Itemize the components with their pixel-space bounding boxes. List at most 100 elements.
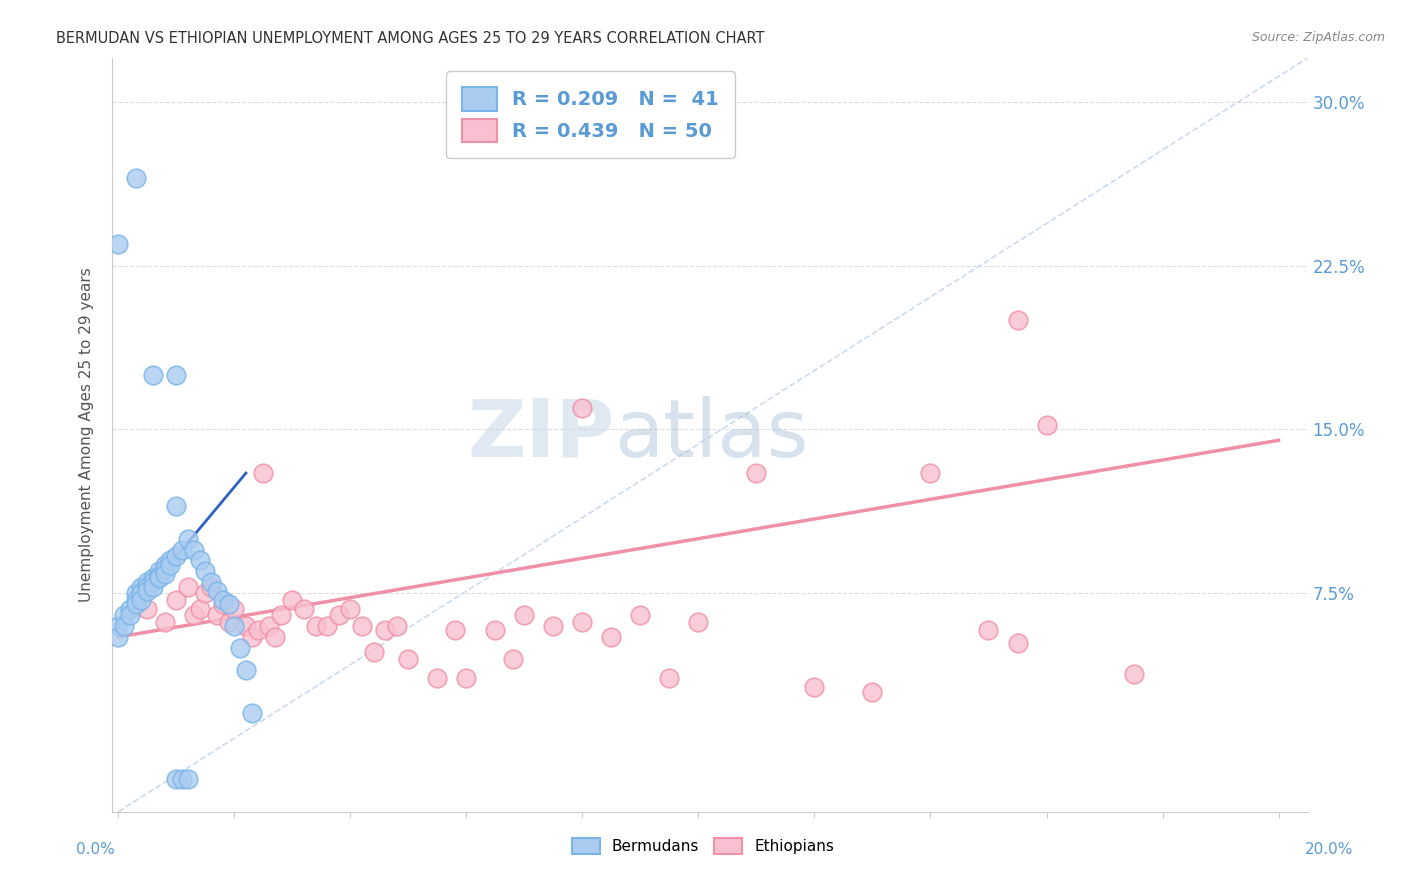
Point <box>194 565 217 579</box>
Point <box>159 558 181 572</box>
Point <box>200 580 222 594</box>
Point <box>240 630 263 644</box>
Point <box>426 672 449 686</box>
Point <box>148 565 170 579</box>
Point <box>600 630 623 644</box>
Point <box>153 615 176 629</box>
Point <box>1122 667 1144 681</box>
Point <box>131 580 153 594</box>
Point <box>165 592 187 607</box>
Point <box>628 608 651 623</box>
Text: 20.0%: 20.0% <box>1305 842 1353 856</box>
Point <box>363 645 385 659</box>
Point <box>200 575 222 590</box>
Legend: R = 0.209   N =  41, R = 0.439   N = 50: R = 0.209 N = 41, R = 0.439 N = 50 <box>446 71 735 158</box>
Point <box>224 619 246 633</box>
Point <box>136 580 159 594</box>
Point <box>745 466 768 480</box>
Point <box>571 615 593 629</box>
Point <box>148 568 170 582</box>
Point <box>125 586 148 600</box>
Point <box>142 580 165 594</box>
Point <box>257 619 280 633</box>
Point <box>165 549 187 563</box>
Point <box>218 615 240 629</box>
Point <box>125 171 148 186</box>
Point <box>131 586 153 600</box>
Point <box>172 772 194 786</box>
Point <box>153 558 176 572</box>
Point <box>443 624 465 638</box>
Point <box>211 592 233 607</box>
Point <box>803 680 825 694</box>
Point <box>205 584 228 599</box>
Point <box>125 592 148 607</box>
Point <box>235 663 257 677</box>
Point <box>142 368 165 382</box>
Point <box>502 652 524 666</box>
Point <box>281 592 304 607</box>
Point <box>396 652 419 666</box>
Point <box>153 566 176 581</box>
Y-axis label: Unemployment Among Ages 25 to 29 years: Unemployment Among Ages 25 to 29 years <box>79 268 94 602</box>
Point <box>339 601 361 615</box>
Point <box>218 597 240 611</box>
Point <box>385 619 408 633</box>
Point <box>211 597 233 611</box>
Point <box>229 640 252 655</box>
Point <box>177 580 200 594</box>
Point <box>125 597 148 611</box>
Legend: Bermudans, Ethiopians: Bermudans, Ethiopians <box>564 830 842 862</box>
Text: 0.0%: 0.0% <box>76 842 115 856</box>
Point <box>165 772 187 786</box>
Point <box>107 630 129 644</box>
Point <box>235 619 257 633</box>
Point <box>112 608 135 623</box>
Point <box>188 553 211 567</box>
Point <box>148 571 170 585</box>
Point <box>1007 636 1029 650</box>
Point <box>224 601 246 615</box>
Point <box>350 619 373 633</box>
Point <box>571 401 593 415</box>
Point <box>159 553 181 567</box>
Point <box>658 672 681 686</box>
Point <box>136 601 159 615</box>
Point <box>107 236 129 251</box>
Point <box>328 608 350 623</box>
Point <box>252 466 274 480</box>
Point <box>292 601 315 615</box>
Point <box>484 624 506 638</box>
Point <box>513 608 536 623</box>
Point <box>920 466 942 480</box>
Point <box>183 608 205 623</box>
Point <box>316 619 339 633</box>
Point <box>543 619 565 633</box>
Point <box>118 608 141 623</box>
Point <box>374 624 396 638</box>
Text: Source: ZipAtlas.com: Source: ZipAtlas.com <box>1251 31 1385 45</box>
Point <box>165 368 187 382</box>
Point <box>304 619 326 633</box>
Point <box>862 684 884 698</box>
Point <box>107 619 129 633</box>
Point <box>270 608 292 623</box>
Point <box>131 592 153 607</box>
Point <box>194 586 217 600</box>
Point <box>456 672 478 686</box>
Point <box>1007 313 1029 327</box>
Point <box>1035 417 1057 432</box>
Point <box>118 601 141 615</box>
Point <box>177 532 200 546</box>
Point <box>240 706 263 721</box>
Point <box>136 584 159 599</box>
Point <box>112 619 135 633</box>
Point <box>688 615 710 629</box>
Point <box>188 601 211 615</box>
Point <box>142 575 165 590</box>
Point <box>977 624 1000 638</box>
Text: BERMUDAN VS ETHIOPIAN UNEMPLOYMENT AMONG AGES 25 TO 29 YEARS CORRELATION CHART: BERMUDAN VS ETHIOPIAN UNEMPLOYMENT AMONG… <box>56 31 765 46</box>
Point <box>264 630 287 644</box>
Point <box>246 624 269 638</box>
Point <box>205 608 228 623</box>
